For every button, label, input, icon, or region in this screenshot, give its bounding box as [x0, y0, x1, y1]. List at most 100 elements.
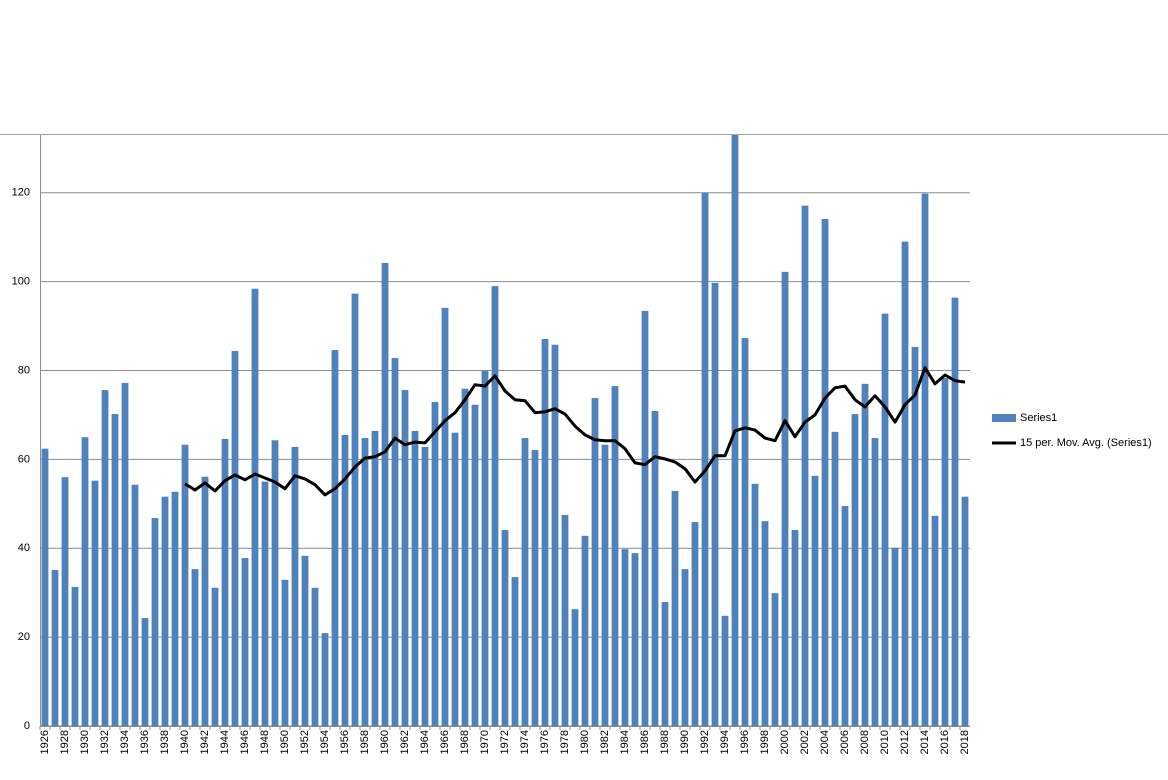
bar [831, 431, 839, 726]
y-tick-label: 120 [12, 187, 30, 199]
x-tick-label: 1938 [159, 730, 171, 754]
x-tick-label: 1952 [299, 730, 311, 754]
bar [361, 438, 369, 726]
bar [231, 350, 239, 726]
x-tick-label: 1980 [579, 730, 591, 754]
bar [161, 496, 169, 726]
bar [801, 205, 809, 726]
y-tick-label: 100 [12, 276, 30, 288]
bar [121, 382, 129, 726]
x-tick-label: 2006 [839, 730, 851, 754]
bar [341, 434, 349, 726]
bar [421, 446, 429, 726]
x-tick-label: 1986 [639, 730, 651, 754]
bar [561, 514, 569, 726]
bar [381, 262, 389, 726]
x-tick-label: 1994 [719, 730, 731, 754]
bar [571, 609, 579, 726]
x-tick-label: 1948 [259, 730, 271, 754]
bar [301, 555, 309, 726]
bar [901, 241, 909, 727]
x-tick-label: 1928 [59, 730, 71, 754]
bar [141, 618, 149, 726]
bar [61, 477, 69, 726]
y-tick-label: 40 [18, 542, 30, 554]
bar [151, 518, 159, 726]
bar [751, 483, 759, 726]
bar [181, 444, 189, 726]
bar [91, 480, 99, 726]
x-tick-label: 1960 [379, 730, 391, 754]
bar [791, 530, 799, 726]
legend-label: 15 per. Mov. Avg. (Series1) [1020, 437, 1152, 449]
bar [701, 192, 709, 727]
bar [401, 390, 409, 726]
bar [761, 521, 769, 726]
bar [71, 586, 79, 726]
bar [921, 193, 929, 726]
x-tick-label: 1966 [439, 730, 451, 754]
x-tick-label: 2002 [799, 730, 811, 754]
x-tick-label: 1970 [479, 730, 491, 754]
x-tick-label: 1984 [619, 730, 631, 754]
bar [481, 370, 489, 726]
legend-label: Series1 [1020, 412, 1057, 424]
bar [51, 570, 59, 726]
bar [681, 569, 689, 726]
x-tick-label: 1978 [559, 730, 571, 754]
x-tick-label: 2012 [899, 730, 911, 754]
bar [691, 522, 699, 726]
bar [821, 218, 829, 727]
x-tick-label: 1964 [419, 730, 431, 754]
bar [261, 481, 269, 726]
x-tick-label: 1940 [179, 730, 191, 754]
bar [241, 558, 249, 726]
bar [461, 388, 469, 726]
x-tick-label: 2010 [879, 730, 891, 754]
x-tick-label: 1926 [39, 730, 51, 754]
bar [321, 633, 329, 726]
bar [941, 378, 949, 726]
bar [311, 587, 319, 726]
bar [131, 484, 139, 726]
bar [661, 602, 669, 726]
y-tick-label: 0 [24, 720, 30, 732]
bar [511, 577, 519, 726]
x-tick-label: 1996 [739, 730, 751, 754]
bar [41, 448, 49, 726]
bar [841, 506, 849, 726]
bar [191, 569, 199, 726]
x-tick-label: 1950 [279, 730, 291, 754]
x-tick-label: 1954 [319, 730, 331, 754]
bar [781, 271, 789, 726]
x-tick-label: 2000 [779, 730, 791, 754]
x-tick-label: 2014 [919, 730, 931, 754]
x-tick-label: 1962 [399, 730, 411, 754]
bar [551, 344, 559, 726]
bar [101, 390, 109, 726]
bar [281, 579, 289, 726]
bar [641, 310, 649, 726]
x-tick-label: 1990 [679, 730, 691, 754]
bar [771, 593, 779, 726]
bar [371, 430, 379, 726]
x-tick-label: 1968 [459, 730, 471, 754]
x-tick-label: 1972 [499, 730, 511, 754]
x-tick-label: 1946 [239, 730, 251, 754]
bar [961, 496, 969, 726]
bar [251, 288, 259, 726]
x-tick-label: 2016 [939, 730, 951, 754]
bar [331, 350, 339, 726]
x-tick-label: 1998 [759, 730, 771, 754]
bar [111, 414, 119, 726]
bar [881, 313, 889, 726]
bar [601, 444, 609, 726]
y-tick-label: 80 [18, 364, 30, 376]
bar [411, 430, 419, 726]
bar [621, 549, 629, 726]
y-tick-label: 20 [18, 631, 30, 643]
x-tick-label: 1958 [359, 730, 371, 754]
x-tick-label: 1976 [539, 730, 551, 754]
